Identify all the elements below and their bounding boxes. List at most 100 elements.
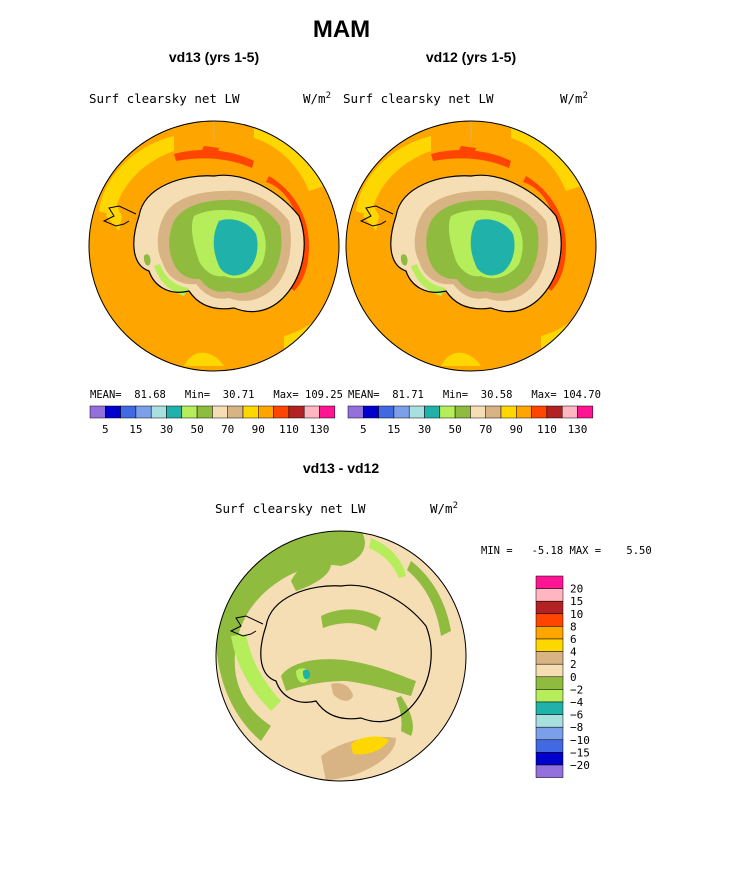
right-mean-label: MEAN=	[348, 389, 380, 401]
panel-right-border	[345, 120, 597, 372]
diff-colorbar-swatch	[535, 588, 564, 602]
right-colorbar-tick-label: 50	[448, 423, 461, 436]
right-colorbar-swatch	[485, 405, 502, 419]
left-colorbar-tick-label: 15	[129, 423, 142, 436]
diff-colorbar-swatch	[535, 739, 564, 753]
panel-left-subtitle: vd13 (yrs 1-5)	[168, 49, 260, 65]
left-colorbar-swatch	[196, 405, 213, 419]
right-colorbar-swatch	[439, 405, 456, 419]
left-colorbar-swatch	[303, 405, 320, 419]
right-colorbar-swatch	[500, 405, 517, 419]
right-colorbar-swatch	[363, 405, 379, 419]
diff-colorbar-swatch	[535, 701, 564, 715]
diff-colorbar-swatch	[535, 726, 564, 741]
diff-colorbar-tick-label: 15	[570, 595, 583, 608]
diff-colorbar-tick-label: −15	[570, 746, 590, 759]
left-max-value: 109.25	[305, 389, 343, 401]
right-colorbar-swatch	[378, 405, 395, 419]
left-colorbar-tick-label: 130	[310, 423, 330, 436]
diff-colorbar-tick-label: −6	[570, 709, 583, 722]
diff-colorbar-swatch	[535, 676, 564, 690]
diff-colorbar-tick-label: 10	[570, 608, 583, 621]
right-colorbar-tick-label: 5	[360, 423, 367, 436]
diff-colorbar-swatch	[535, 613, 564, 627]
diff-colorbar-tick-label: 4	[570, 646, 577, 659]
diff-colorbar-swatch	[535, 575, 564, 589]
diff-units: W/m2	[430, 501, 458, 516]
left-colorbar-swatch	[166, 405, 183, 419]
diff-minmax: MIN = -5.18 MAX = 5.50	[481, 545, 652, 557]
right-colorbar-swatch	[516, 405, 532, 419]
panel-right-subtitle: vd12 (yrs 1-5)	[425, 49, 517, 65]
diff-colorbar-tick-label: −4	[570, 696, 584, 709]
left-colorbar-swatch	[212, 405, 228, 419]
left-colorbar-tick-label: 90	[252, 423, 265, 436]
diff-panel-border	[215, 530, 467, 782]
left-colorbar-tick-label: 70	[221, 423, 234, 436]
diff-colorbar-swatch	[535, 714, 564, 728]
panel-right-stats: MEAN= 81.71 Min= 30.58 Max= 104.70	[348, 389, 601, 401]
diff-colorbar-swatch	[535, 651, 564, 665]
diff-colorbar-swatch	[535, 752, 564, 766]
panel-left-units-base: W/m	[303, 91, 326, 107]
diff-colorbar-swatch	[535, 689, 564, 703]
left-colorbar-swatch	[120, 405, 137, 419]
left-max-label: Max=	[273, 389, 299, 401]
left-colorbar-swatch	[135, 405, 152, 419]
panel-left-border	[88, 120, 340, 372]
panel-right-units: W/m2	[560, 91, 588, 106]
diff-colorbar-tick-label: 8	[570, 620, 577, 633]
right-colorbar-swatch	[393, 405, 410, 419]
right-colorbar-tick-label: 70	[479, 423, 492, 436]
right-colorbar-tick-label: 110	[537, 423, 557, 436]
left-colorbar-swatch	[150, 405, 167, 419]
diff-colorbar-tick-label: −10	[570, 734, 590, 747]
right-colorbar-swatch	[454, 405, 471, 419]
left-colorbar-tick-label: 5	[102, 423, 109, 436]
panel-left-variable: Surf clearsky net LW	[89, 91, 240, 106]
diff-colorbar-tick-label: −20	[570, 759, 590, 772]
right-max-value: 104.70	[563, 389, 601, 401]
panel-left-colorbar: 5 15 30 50 70 90 110 130	[89, 405, 336, 436]
right-colorbar-tick-label: 90	[510, 423, 523, 436]
panel-left-field	[89, 121, 339, 371]
left-colorbar-swatch	[227, 405, 244, 419]
left-colorbar-tick-label: 110	[279, 423, 299, 436]
panel-left-units: W/m2	[303, 91, 331, 106]
left-colorbar-swatch	[258, 405, 274, 419]
left-colorbar-tick-label: 30	[160, 423, 173, 436]
panel-right-variable: Surf clearsky net LW	[343, 91, 494, 106]
diff-colorbar-tick-label: 2	[570, 658, 577, 671]
left-min-value: 30.71	[222, 389, 255, 401]
diff-colorbar-tick-label: −2	[570, 683, 583, 696]
right-colorbar-swatch	[531, 405, 548, 419]
left-colorbar-swatch	[105, 405, 121, 419]
right-colorbar-tick-label: 130	[568, 423, 588, 436]
diff-colorbar-tick-label: −8	[570, 721, 583, 734]
diff-variable: Surf clearsky net LW	[215, 501, 366, 516]
right-colorbar-swatch	[546, 405, 563, 419]
left-mean-label: MEAN=	[90, 389, 122, 401]
diff-colorbar-swatch	[535, 600, 564, 615]
diff-colorbar-tick-label: 20	[570, 583, 583, 596]
panel-right-colorbar: 5 15 30 50 70 90 110 130	[347, 405, 594, 436]
figure-title: MAM	[312, 16, 371, 43]
right-colorbar-swatch	[470, 405, 486, 419]
right-colorbar-tick-label: 15	[387, 423, 400, 436]
right-colorbar-swatch	[408, 405, 425, 419]
left-colorbar-tick-label: 50	[190, 423, 203, 436]
right-colorbar-swatch	[577, 405, 594, 419]
diff-colorbar-tick-label: 6	[570, 633, 577, 646]
left-colorbar-swatch	[242, 405, 259, 419]
diff-units-base: W/m	[430, 501, 453, 517]
right-mean-value: 81.71	[392, 389, 424, 401]
panel-left-stats: MEAN= 81.68 Min= 30.71 Max= 109.25	[90, 389, 343, 401]
left-colorbar-swatch	[319, 405, 336, 419]
panel-right-units-base: W/m	[560, 91, 583, 107]
right-max-label: Max=	[531, 389, 557, 401]
right-colorbar-tick-label: 30	[418, 423, 431, 436]
right-min-value: 30.58	[480, 389, 513, 401]
left-colorbar-swatch	[181, 405, 198, 419]
